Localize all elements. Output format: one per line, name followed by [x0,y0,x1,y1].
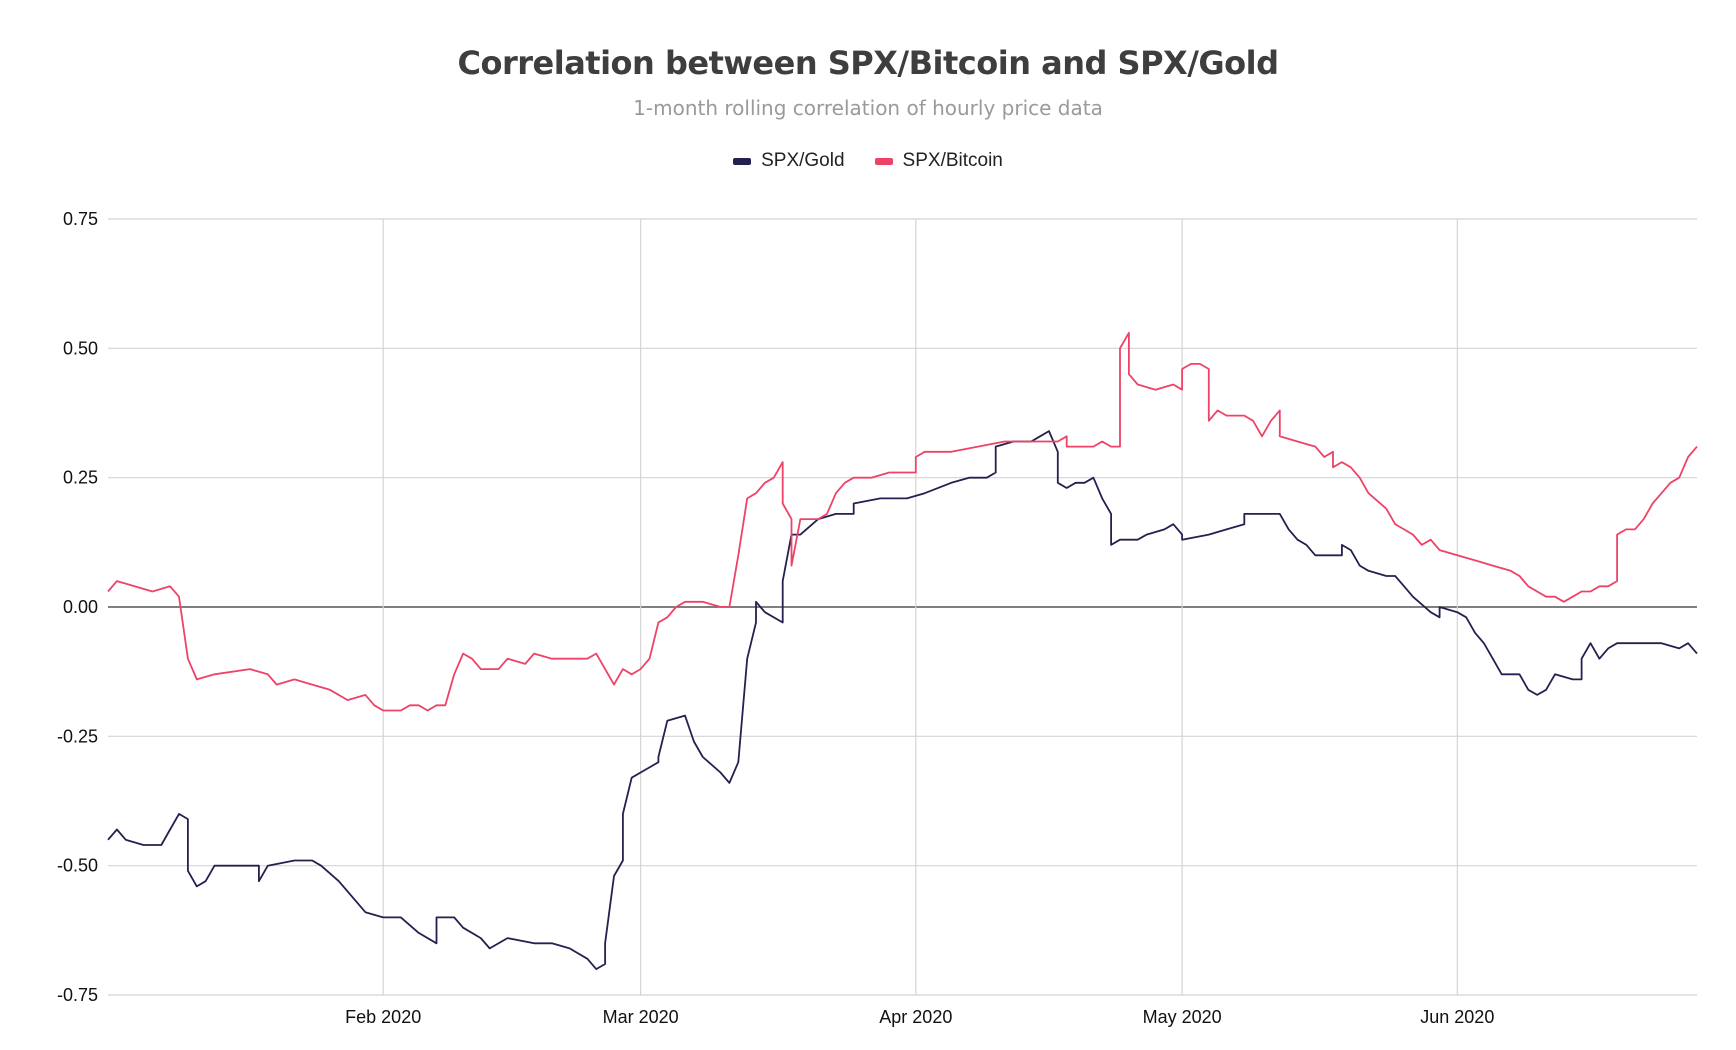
x-tick-label: Mar 2020 [603,1007,679,1027]
x-tick-label: Feb 2020 [345,1007,421,1027]
chart-subtitle: 1-month rolling correlation of hourly pr… [633,96,1103,120]
y-tick-label: -0.75 [57,985,98,1005]
x-tick-label: Apr 2020 [879,1007,952,1027]
chart-title: Correlation between SPX/Bitcoin and SPX/… [457,44,1279,82]
y-tick-label: 0.25 [63,468,98,488]
legend-item-spx-bitcoin[interactable]: SPX/Bitcoin [874,150,1003,172]
legend-label-spx-bitcoin: SPX/Bitcoin [902,150,1003,171]
legend-swatch-spx-gold [733,157,752,165]
x-tick-label: May 2020 [1143,1007,1222,1027]
y-tick-label: 0.50 [63,338,98,358]
legend-swatch-spx-bitcoin [874,157,893,165]
series-line-spx-bitcoin [107,331,1698,712]
y-tick-label: 0.00 [63,597,98,617]
series-line-spx-gold [107,430,1698,970]
y-tick-label: -0.50 [57,856,98,876]
legend: SPX/Gold SPX/Bitcoin [0,150,1736,172]
legend-item-spx-gold[interactable]: SPX/Gold [733,150,845,172]
y-tick-label: -0.25 [57,726,98,746]
legend-label-spx-gold: SPX/Gold [761,150,845,171]
x-tick-label: Jun 2020 [1420,1007,1494,1027]
y-tick-label: 0.75 [63,209,98,229]
